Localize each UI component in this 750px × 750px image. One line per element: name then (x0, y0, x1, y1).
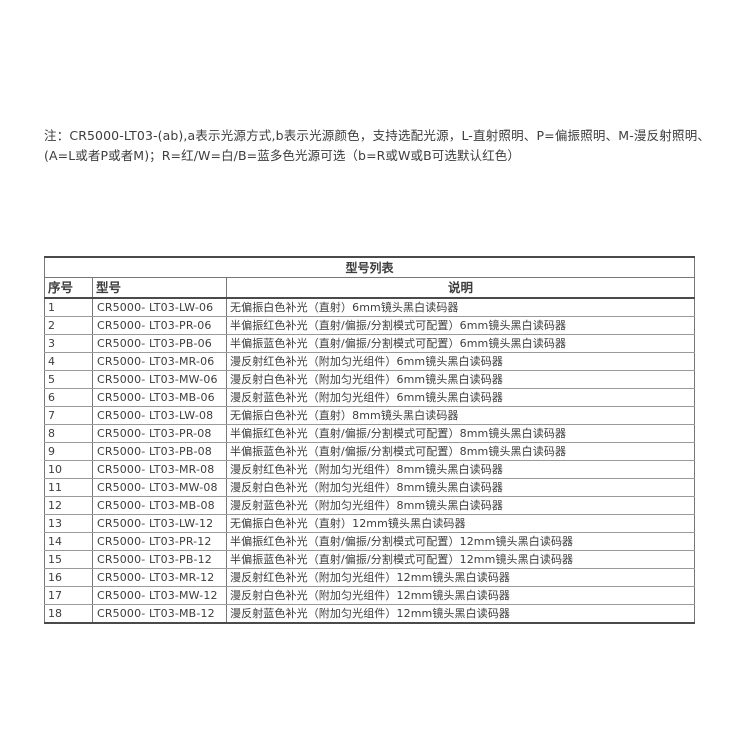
table-row: 16 CR5000- LT03-MR-12 漫反射红色补光（附加匀光组件）12mm镜… (44, 568, 695, 587)
table-head: 型号列表 序号 型号 说明 (44, 256, 695, 299)
cell-model: CR5000- LT03-LW-06 (92, 298, 227, 317)
cell-description: 漫反射白色补光（附加匀光组件）8mm镜头黑白读码器 (226, 478, 695, 497)
cell-seq: 7 (44, 406, 93, 425)
cell-model: CR5000- LT03-MR-06 (92, 352, 227, 371)
cell-model: CR5000- LT03-MW-06 (92, 370, 227, 389)
table-row: 4 CR5000- LT03-MR-06 漫反射红色补光（附加匀光组件）6mm镜头黑… (44, 352, 695, 371)
cell-description: 漫反射蓝色补光（附加匀光组件）12mm镜头黑白读码器 (226, 604, 695, 624)
table-header-row: 序号 型号 说明 (44, 277, 695, 299)
cell-description: 半偏振红色补光（直射/偏振/分割模式可配置）6mm镜头黑白读码器 (226, 316, 695, 335)
table-title: 型号列表 (44, 256, 695, 278)
cell-seq: 14 (44, 532, 93, 551)
cell-model: CR5000- LT03-LW-08 (92, 406, 227, 425)
cell-model: CR5000- LT03-PR-12 (92, 532, 227, 551)
cell-seq: 12 (44, 496, 93, 515)
cell-description: 漫反射白色补光（附加匀光组件）6mm镜头黑白读码器 (226, 370, 695, 389)
model-list-table: 型号列表 序号 型号 说明 1 CR5000- LT03-LW-06 无偏振白色补光… (44, 256, 695, 624)
cell-model: CR5000- LT03-MB-12 (92, 604, 227, 624)
table-row: 7 CR5000- LT03-LW-08 无偏振白色补光（直射）8mm镜头黑白读码器 (44, 406, 695, 425)
cell-model: CR5000- LT03-PR-06 (92, 316, 227, 335)
cell-description: 无偏振白色补光（直射）12mm镜头黑白读码器 (226, 514, 695, 533)
table-row: 9 CR5000- LT03-PB-08 半偏振蓝色补光（直射/偏振/分割模式可配置… (44, 442, 695, 461)
table-row: 8 CR5000- LT03-PR-08 半偏振红色补光（直射/偏振/分割模式可配置… (44, 424, 695, 443)
cell-model: CR5000- LT03-MW-08 (92, 478, 227, 497)
cell-model: CR5000- LT03-PB-12 (92, 550, 227, 569)
cell-description: 半偏振红色补光（直射/偏振/分割模式可配置）12mm镜头黑白读码器 (226, 532, 695, 551)
cell-seq: 15 (44, 550, 93, 569)
cell-description: 漫反射白色补光（附加匀光组件）12mm镜头黑白读码器 (226, 586, 695, 605)
table-row: 12 CR5000- LT03-MB-08 漫反射蓝色补光（附加匀光组件）8mm镜头… (44, 496, 695, 515)
cell-model: CR5000- LT03-MW-12 (92, 586, 227, 605)
table-body: 1 CR5000- LT03-LW-06 无偏振白色补光（直射）6mm镜头黑白读码器… (44, 298, 695, 624)
cell-model: CR5000- LT03-MR-12 (92, 568, 227, 587)
column-header-seq: 序号 (44, 277, 93, 299)
cell-description: 漫反射蓝色补光（附加匀光组件）6mm镜头黑白读码器 (226, 388, 695, 407)
table-row: 3 CR5000- LT03-PB-06 半偏振蓝色补光（直射/偏振/分割模式可配置… (44, 334, 695, 353)
table-row: 10 CR5000- LT03-MR-08 漫反射红色补光（附加匀光组件）8mm镜头… (44, 460, 695, 479)
cell-description: 半偏振蓝色补光（直射/偏振/分割模式可配置）8mm镜头黑白读码器 (226, 442, 695, 461)
table-row: 5 CR5000- LT03-MW-06 漫反射白色补光（附加匀光组件）6mm镜头黑… (44, 370, 695, 389)
cell-description: 漫反射红色补光（附加匀光组件）6mm镜头黑白读码器 (226, 352, 695, 371)
table-title-row: 型号列表 (44, 256, 695, 278)
cell-description: 无偏振白色补光（直射）8mm镜头黑白读码器 (226, 406, 695, 425)
cell-model: CR5000- LT03-MR-08 (92, 460, 227, 479)
cell-seq: 10 (44, 460, 93, 479)
table-row: 15 CR5000- LT03-PB-12 半偏振蓝色补光（直射/偏振/分割模式可配… (44, 550, 695, 569)
cell-model: CR5000- LT03-PB-08 (92, 442, 227, 461)
cell-description: 半偏振红色补光（直射/偏振/分割模式可配置）8mm镜头黑白读码器 (226, 424, 695, 443)
cell-seq: 1 (44, 298, 93, 317)
cell-seq: 8 (44, 424, 93, 443)
cell-seq: 6 (44, 388, 93, 407)
cell-seq: 11 (44, 478, 93, 497)
table-row: 18 CR5000- LT03-MB-12 漫反射蓝色补光（附加匀光组件）12mm镜… (44, 604, 695, 624)
cell-seq: 2 (44, 316, 93, 335)
cell-seq: 17 (44, 586, 93, 605)
cell-model: CR5000- LT03-LW-12 (92, 514, 227, 533)
cell-description: 半偏振蓝色补光（直射/偏振/分割模式可配置）12mm镜头黑白读码器 (226, 550, 695, 569)
cell-description: 半偏振蓝色补光（直射/偏振/分割模式可配置）6mm镜头黑白读码器 (226, 334, 695, 353)
cell-seq: 9 (44, 442, 93, 461)
table-row: 11 CR5000- LT03-MW-08 漫反射白色补光（附加匀光组件）8mm镜头… (44, 478, 695, 497)
cell-seq: 4 (44, 352, 93, 371)
cell-model: CR5000- LT03-PR-08 (92, 424, 227, 443)
cell-description: 漫反射红色补光（附加匀光组件）12mm镜头黑白读码器 (226, 568, 695, 587)
cell-description: 漫反射蓝色补光（附加匀光组件）8mm镜头黑白读码器 (226, 496, 695, 515)
cell-model: CR5000- LT03-MB-08 (92, 496, 227, 515)
table-row: 13 CR5000- LT03-LW-12 无偏振白色补光（直射）12mm镜头黑白读… (44, 514, 695, 533)
cell-seq: 3 (44, 334, 93, 353)
column-header-model: 型号 (92, 277, 227, 299)
table-row: 14 CR5000- LT03-PR-12 半偏振红色补光（直射/偏振/分割模式可配… (44, 532, 695, 551)
table-row: 1 CR5000- LT03-LW-06 无偏振白色补光（直射）6mm镜头黑白读码器 (44, 298, 695, 317)
cell-model: CR5000- LT03-MB-06 (92, 388, 227, 407)
table-row: 6 CR5000- LT03-MB-06 漫反射蓝色补光（附加匀光组件）6mm镜头黑… (44, 388, 695, 407)
cell-seq: 5 (44, 370, 93, 389)
cell-seq: 18 (44, 604, 93, 624)
cell-seq: 16 (44, 568, 93, 587)
cell-description: 漫反射红色补光（附加匀光组件）8mm镜头黑白读码器 (226, 460, 695, 479)
cell-model: CR5000- LT03-PB-06 (92, 334, 227, 353)
cell-description: 无偏振白色补光（直射）6mm镜头黑白读码器 (226, 298, 695, 317)
cell-seq: 13 (44, 514, 93, 533)
table-row: 17 CR5000- LT03-MW-12 漫反射白色补光（附加匀光组件）12mm镜… (44, 586, 695, 605)
table-row: 2 CR5000- LT03-PR-06 半偏振红色补光（直射/偏振/分割模式可配置… (44, 316, 695, 335)
specification-note: 注：CR5000-LT03-(ab),a表示光源方式,b表示光源颜色，支持选配光… (44, 128, 710, 163)
column-header-desc: 说明 (226, 277, 695, 299)
